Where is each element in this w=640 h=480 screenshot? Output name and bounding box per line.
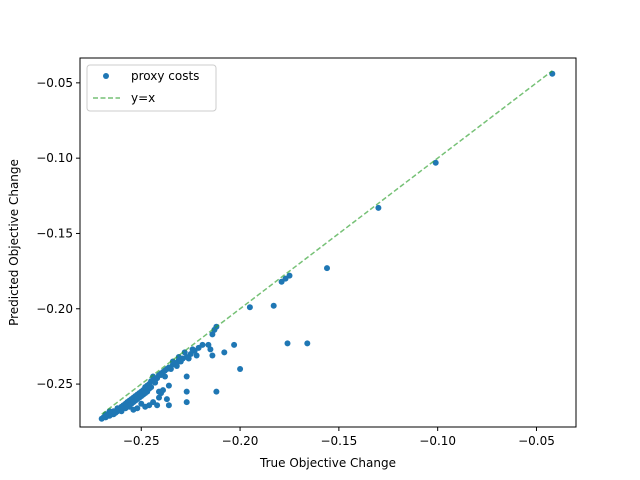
plot-area [98, 70, 556, 422]
scatter-point [205, 341, 212, 348]
y-tick-label: −0.15 [36, 226, 73, 240]
scatter-point [165, 402, 172, 409]
scatter-point [189, 346, 196, 353]
y-axis-label: Predicted Objective Change [7, 159, 21, 326]
axes-frame [79, 57, 577, 428]
x-tick-label: −0.20 [222, 434, 259, 448]
scatter-point [162, 367, 168, 374]
scatter-point [183, 399, 190, 406]
scatter-point [156, 394, 162, 401]
x-axis-label: True Objective Change [259, 456, 396, 470]
scatter-point [183, 373, 190, 380]
legend-marker-proxy-costs [103, 73, 109, 79]
scatter-point [150, 373, 157, 380]
scatter-point [181, 349, 188, 356]
scatter-point [193, 352, 200, 359]
scatter-point [169, 358, 176, 365]
y-axis-ticks: −0.25 −0.20 −0.15 −0.10 −0.05 [36, 76, 80, 391]
scatter-point [221, 349, 228, 356]
scatter-point [213, 388, 220, 395]
scatter-point [209, 331, 216, 338]
x-axis-ticks: −0.25 −0.20 −0.15 −0.10 −0.05 [123, 427, 555, 448]
scatter-point [237, 366, 244, 372]
x-tick-label: −0.15 [320, 434, 357, 448]
scatter-point [175, 354, 182, 360]
y-tick-label: −0.05 [36, 76, 73, 90]
scatter-point [284, 340, 291, 347]
scatter-point [324, 265, 330, 272]
scatter-point [278, 278, 285, 285]
scatter-point [246, 304, 253, 311]
legend-label-proxy-costs: proxy costs [131, 69, 199, 83]
scatter-point [152, 379, 159, 386]
scatter-point [146, 385, 153, 392]
scatter-point [177, 358, 184, 365]
scatter-point [270, 302, 277, 309]
legend-box [86, 64, 217, 112]
scatter-point [432, 159, 439, 166]
scatter-point [158, 372, 164, 378]
y-tick-label: −0.20 [36, 302, 73, 316]
scatter-point [173, 363, 180, 369]
scatter-point [209, 352, 216, 359]
legend: proxy costs y=x [86, 64, 217, 112]
y-tick-label: −0.25 [36, 377, 73, 391]
scatter-point [207, 346, 214, 353]
scatter-point [211, 326, 218, 333]
scatter-point [165, 382, 172, 389]
y-tick-label: −0.10 [36, 151, 73, 165]
x-tick-label: −0.25 [123, 434, 160, 448]
scatter-point [163, 396, 170, 403]
x-tick-label: −0.05 [518, 434, 555, 448]
scatter-point [167, 366, 174, 372]
scatter-point [185, 355, 192, 362]
scatter-point [375, 204, 382, 211]
scatter-point [304, 340, 311, 347]
y-equals-x-line [101, 70, 553, 415]
scatter-point [183, 388, 190, 395]
scatter-point [138, 400, 145, 407]
scatter-point [158, 390, 164, 397]
scatter-point [231, 341, 238, 348]
legend-label-y-equals-x: y=x [131, 91, 155, 105]
x-tick-label: −0.10 [419, 434, 456, 448]
